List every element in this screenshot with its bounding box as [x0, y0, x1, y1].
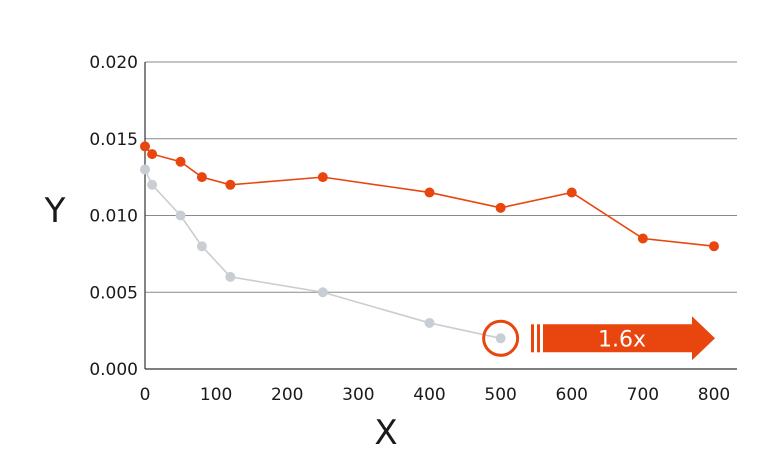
data-point	[495, 333, 506, 344]
arrow-bar	[537, 324, 540, 353]
x-tick-label: 200	[271, 385, 303, 405]
speedup-annotation: 1.6x	[482, 316, 715, 361]
x-tick-label: 100	[200, 385, 232, 405]
data-point	[175, 156, 186, 167]
series-2	[140, 164, 506, 344]
series-1	[140, 141, 719, 252]
data-point	[175, 210, 186, 221]
y-axis-label: Y	[44, 191, 66, 231]
x-axis-label: X	[374, 413, 397, 453]
data-point	[147, 179, 158, 190]
y-tick-label: 0.015	[89, 130, 138, 150]
data-point	[225, 271, 236, 282]
data-point	[317, 172, 328, 183]
y-tick-label: 0.005	[89, 283, 138, 303]
data-point	[317, 287, 328, 298]
x-tick-label: 800	[698, 385, 730, 405]
data-point	[225, 179, 236, 190]
x-tick-label: 600	[556, 385, 588, 405]
data-point	[147, 149, 158, 160]
arrow-bar	[531, 324, 534, 353]
x-tick-label: 400	[413, 385, 445, 405]
series	[140, 141, 719, 344]
y-tick-label: 0.000	[89, 360, 138, 380]
y-tick-label: 0.020	[89, 53, 138, 73]
series-line	[144, 169, 501, 340]
data-point	[424, 317, 435, 328]
grid-lines	[145, 61, 737, 293]
x-tick-label: 300	[342, 385, 374, 405]
y-tick-label: 0.010	[89, 207, 138, 227]
x-tick-label: 700	[627, 385, 659, 405]
tick-labels: 0.000 0.005 0.010 0.015 0.020 0 100 200 300 400 50…	[89, 53, 730, 405]
data-point	[424, 187, 435, 198]
speedup-label: 1.6x	[598, 327, 646, 352]
highlight-ring	[482, 319, 520, 357]
data-point	[709, 241, 719, 252]
data-point	[637, 233, 648, 244]
data-point	[140, 164, 150, 175]
data-point	[196, 241, 207, 252]
data-point	[566, 187, 577, 198]
data-point	[196, 172, 207, 183]
x-tick-label: 500	[484, 385, 516, 405]
data-point	[495, 202, 506, 213]
x-tick-label: 0	[140, 385, 151, 405]
data-point	[140, 141, 150, 152]
axes	[144, 62, 737, 370]
arrow-icon	[543, 316, 715, 361]
